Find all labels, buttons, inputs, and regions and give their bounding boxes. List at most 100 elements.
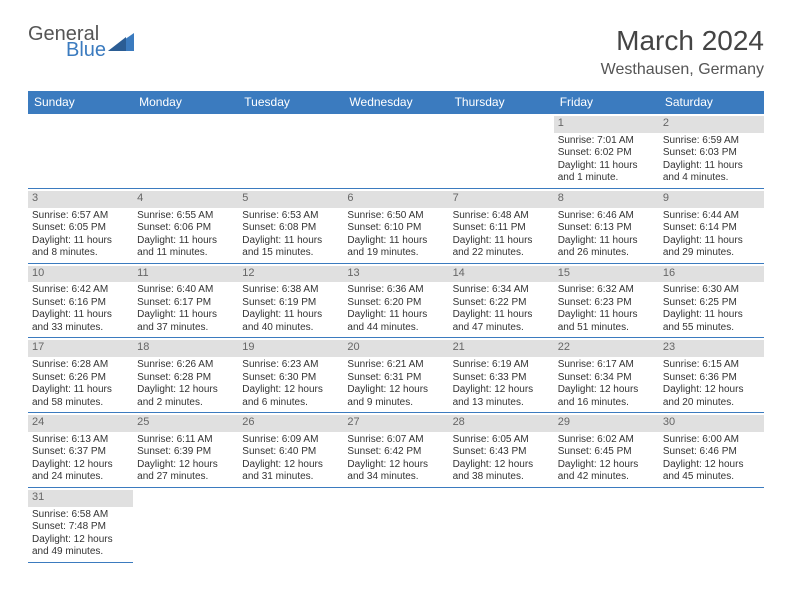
day-number: 29: [554, 415, 659, 432]
calendar-day-cell: 23Sunrise: 6:15 AMSunset: 6:36 PMDayligh…: [659, 338, 764, 413]
sunrise-line: Sunrise: 6:28 AM: [32, 359, 129, 372]
sunset-line: Sunset: 6:42 PM: [347, 446, 444, 459]
sunrise-line: Sunrise: 6:55 AM: [137, 210, 234, 223]
daylight-line-1: Daylight: 12 hours: [453, 384, 550, 397]
sunrise-line: Sunrise: 6:30 AM: [663, 284, 760, 297]
sunrise-line: Sunrise: 6:38 AM: [242, 284, 339, 297]
calendar-day-cell: 12Sunrise: 6:38 AMSunset: 6:19 PMDayligh…: [238, 264, 343, 339]
daylight-line-1: Daylight: 12 hours: [347, 384, 444, 397]
daylight-line-2: and 49 minutes.: [32, 546, 129, 559]
calendar-blank-cell: [28, 114, 133, 189]
daylight-line-2: and 11 minutes.: [137, 247, 234, 260]
daylight-line-1: Daylight: 11 hours: [558, 160, 655, 173]
sunset-line: Sunset: 6:28 PM: [137, 372, 234, 385]
daylight-line-2: and 26 minutes.: [558, 247, 655, 260]
day-number: 28: [449, 415, 554, 432]
calendar-day-cell: 11Sunrise: 6:40 AMSunset: 6:17 PMDayligh…: [133, 264, 238, 339]
sunrise-line: Sunrise: 6:11 AM: [137, 434, 234, 447]
daylight-line-1: Daylight: 12 hours: [558, 459, 655, 472]
sunset-line: Sunset: 6:22 PM: [453, 297, 550, 310]
day-number: 31: [28, 490, 133, 507]
daylight-line-2: and 16 minutes.: [558, 397, 655, 410]
calendar-day-cell: 24Sunrise: 6:13 AMSunset: 6:37 PMDayligh…: [28, 413, 133, 488]
daylight-line-1: Daylight: 11 hours: [137, 309, 234, 322]
calendar-day-cell: 7 Sunrise: 6:48 AMSunset: 6:11 PMDaylight…: [449, 189, 554, 264]
sunset-line: Sunset: 6:19 PM: [242, 297, 339, 310]
calendar-day-cell: 27Sunrise: 6:07 AMSunset: 6:42 PMDayligh…: [343, 413, 448, 488]
day-number: 20: [343, 340, 448, 357]
daylight-line-1: Daylight: 12 hours: [663, 459, 760, 472]
day-number: 26: [238, 415, 343, 432]
calendar-day-cell: 28Sunrise: 6:05 AMSunset: 6:43 PMDayligh…: [449, 413, 554, 488]
day-number: 12: [238, 266, 343, 283]
day-number: 9: [659, 191, 764, 208]
daylight-line-2: and 55 minutes.: [663, 322, 760, 335]
sunset-line: Sunset: 6:39 PM: [137, 446, 234, 459]
day-number: 22: [554, 340, 659, 357]
calendar-day-cell: 8Sunrise: 6:46 AMSunset: 6:13 PMDaylight…: [554, 189, 659, 264]
daylight-line-1: Daylight: 11 hours: [137, 235, 234, 248]
sunset-line: Sunset: 6:45 PM: [558, 446, 655, 459]
daylight-line-2: and 38 minutes.: [453, 471, 550, 484]
sunset-line: Sunset: 6:11 PM: [453, 222, 550, 235]
daylight-line-1: Daylight: 11 hours: [558, 309, 655, 322]
day-number: 5: [238, 191, 343, 208]
calendar-blank-cell: [133, 114, 238, 189]
daylight-line-2: and 34 minutes.: [347, 471, 444, 484]
day-number: 2: [659, 116, 764, 133]
day-number: 7: [449, 191, 554, 208]
day-number: 16: [659, 266, 764, 283]
daylight-line-1: Daylight: 12 hours: [137, 459, 234, 472]
daylight-line-1: Daylight: 11 hours: [663, 235, 760, 248]
sunrise-line: Sunrise: 6:05 AM: [453, 434, 550, 447]
sunset-line: Sunset: 6:08 PM: [242, 222, 339, 235]
calendar-day-cell: 13Sunrise: 6:36 AMSunset: 6:20 PMDayligh…: [343, 264, 448, 339]
day-number: 30: [659, 415, 764, 432]
sunrise-line: Sunrise: 6:42 AM: [32, 284, 129, 297]
calendar-day-cell: 16Sunrise: 6:30 AMSunset: 6:25 PMDayligh…: [659, 264, 764, 339]
calendar-day-cell: 31Sunrise: 6:58 AMSunset: 7:48 PMDayligh…: [28, 488, 133, 563]
daylight-line-1: Daylight: 11 hours: [32, 235, 129, 248]
daylight-line-1: Daylight: 11 hours: [453, 235, 550, 248]
calendar-day-cell: 26Sunrise: 6:09 AMSunset: 6:40 PMDayligh…: [238, 413, 343, 488]
day-number: 1: [554, 116, 659, 133]
daylight-line-1: Daylight: 12 hours: [137, 384, 234, 397]
day-number: 14: [449, 266, 554, 283]
calendar-day-cell: 9Sunrise: 6:44 AMSunset: 6:14 PMDaylight…: [659, 189, 764, 264]
daylight-line-2: and 27 minutes.: [137, 471, 234, 484]
sunrise-line: Sunrise: 6:34 AM: [453, 284, 550, 297]
sunset-line: Sunset: 6:36 PM: [663, 372, 760, 385]
daylight-line-2: and 9 minutes.: [347, 397, 444, 410]
sunrise-line: Sunrise: 6:48 AM: [453, 210, 550, 223]
sunrise-line: Sunrise: 6:17 AM: [558, 359, 655, 372]
calendar-day-cell: 19Sunrise: 6:23 AMSunset: 6:30 PMDayligh…: [238, 338, 343, 413]
daylight-line-2: and 44 minutes.: [347, 322, 444, 335]
weekday-label: Monday: [133, 91, 238, 114]
daylight-line-2: and 22 minutes.: [453, 247, 550, 260]
daylight-line-1: Daylight: 12 hours: [32, 459, 129, 472]
sunrise-line: Sunrise: 6:59 AM: [663, 135, 760, 148]
sunrise-line: Sunrise: 6:26 AM: [137, 359, 234, 372]
day-number: 25: [133, 415, 238, 432]
header: General Blue March 2024 Westhausen, Germ…: [28, 25, 764, 79]
daylight-line-2: and 45 minutes.: [663, 471, 760, 484]
page-title: March 2024: [601, 25, 764, 57]
day-number: 24: [28, 415, 133, 432]
calendar-blank-cell: [238, 114, 343, 189]
daylight-line-1: Daylight: 12 hours: [663, 384, 760, 397]
sunset-line: Sunset: 6:33 PM: [453, 372, 550, 385]
sunrise-line: Sunrise: 6:07 AM: [347, 434, 444, 447]
sunrise-line: Sunrise: 6:02 AM: [558, 434, 655, 447]
daylight-line-1: Daylight: 12 hours: [558, 384, 655, 397]
sunrise-line: Sunrise: 6:36 AM: [347, 284, 444, 297]
daylight-line-1: Daylight: 11 hours: [242, 235, 339, 248]
calendar-header-row: SundayMondayTuesdayWednesdayThursdayFrid…: [28, 91, 764, 114]
daylight-line-2: and 2 minutes.: [137, 397, 234, 410]
calendar-day-cell: 20Sunrise: 6:21 AMSunset: 6:31 PMDayligh…: [343, 338, 448, 413]
sunrise-line: Sunrise: 6:13 AM: [32, 434, 129, 447]
calendar-blank-cell: [343, 114, 448, 189]
calendar-day-cell: 17Sunrise: 6:28 AMSunset: 6:26 PMDayligh…: [28, 338, 133, 413]
day-number: 10: [28, 266, 133, 283]
daylight-line-2: and 8 minutes.: [32, 247, 129, 260]
sunrise-line: Sunrise: 6:44 AM: [663, 210, 760, 223]
